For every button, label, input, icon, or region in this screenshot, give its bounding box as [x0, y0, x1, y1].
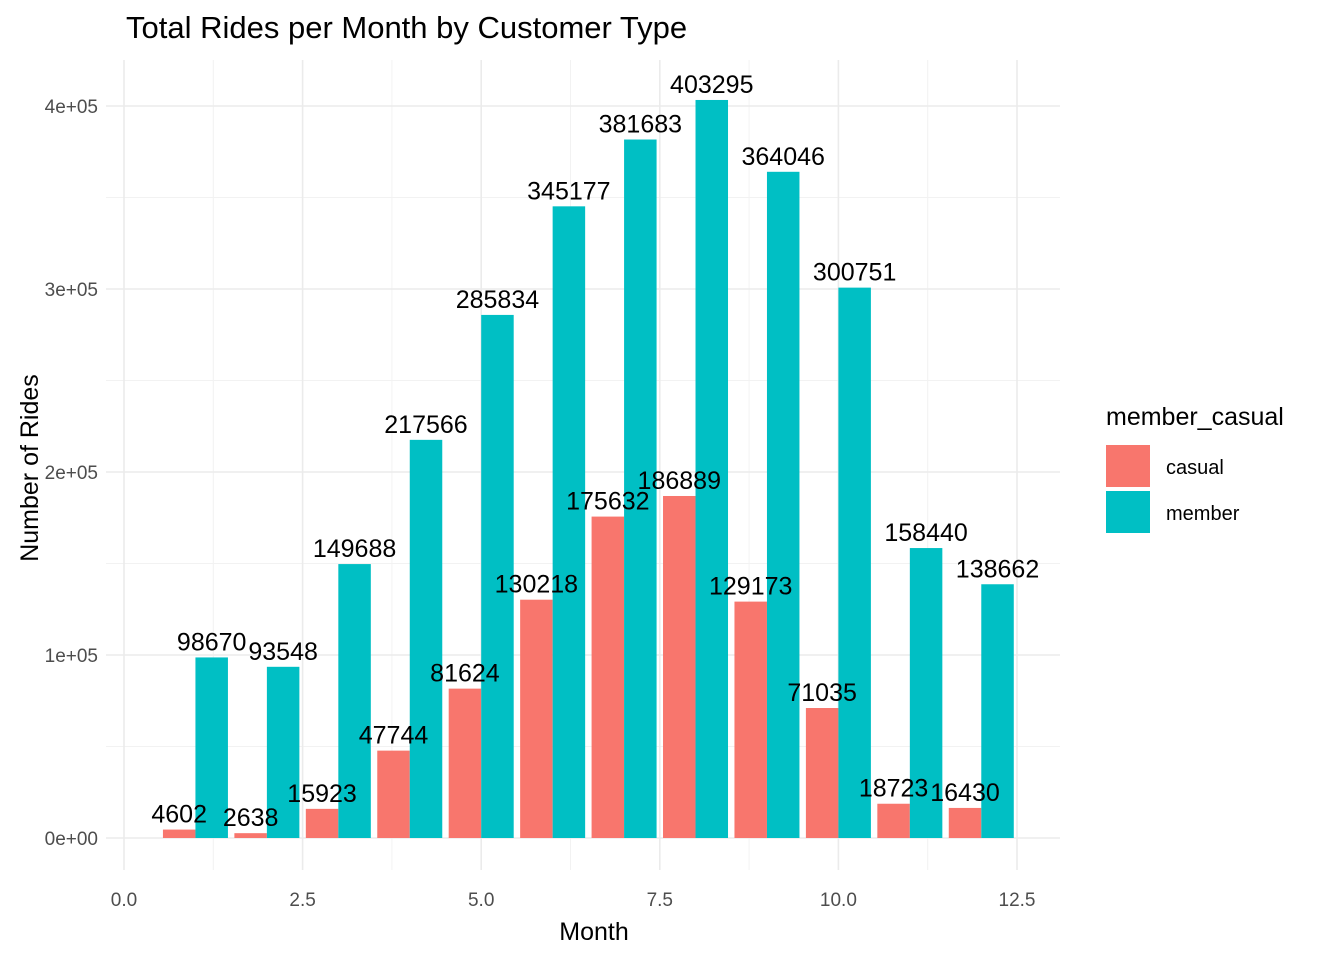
data-label-casual: 2638	[223, 804, 279, 832]
data-label-casual: 16430	[930, 779, 1000, 807]
x-tick-label: 12.5	[999, 890, 1036, 911]
data-label-member: 403295	[670, 71, 753, 99]
x-tick-label: 5.0	[468, 890, 494, 911]
bars	[162, 99, 1014, 839]
bar-member	[266, 666, 300, 838]
x-tick-label: 2.5	[289, 890, 315, 911]
data-label-member: 345177	[527, 177, 610, 205]
data-label-casual: 15923	[287, 780, 357, 808]
x-axis-title: Month	[559, 918, 628, 946]
data-label-casual: 81624	[430, 660, 500, 688]
bar-casual	[448, 688, 482, 838]
x-tick-label: 7.5	[647, 890, 673, 911]
bar-casual	[234, 833, 267, 838]
data-label-member: 98670	[177, 628, 247, 656]
bar-member	[909, 548, 943, 838]
bar-casual	[734, 601, 767, 838]
legend-key-casual	[1106, 445, 1150, 487]
bar-casual	[877, 803, 910, 838]
y-tick-label: 0e+00	[45, 829, 98, 850]
data-label-casual: 71035	[787, 679, 857, 707]
data-label-member: 364046	[741, 143, 824, 171]
bar-member	[195, 657, 228, 838]
data-label-member: 93548	[248, 638, 318, 666]
bar-member	[552, 206, 586, 838]
bar-member	[409, 439, 443, 838]
x-tick-label: 0.0	[111, 890, 137, 911]
bar-member	[981, 584, 1014, 838]
data-label-casual: 129173	[709, 573, 792, 601]
data-label-casual: 47744	[359, 722, 429, 750]
legend-label-member: member	[1166, 503, 1240, 525]
bar-casual	[663, 495, 696, 838]
data-label-member: 158440	[884, 519, 967, 547]
data-labels: 4602 2638 15923 47744 81624 130218 17563218688…	[151, 71, 1039, 832]
bar-member	[838, 287, 871, 838]
y-tick-label: 1e+05	[45, 646, 98, 667]
bar-casual	[948, 807, 982, 838]
bar-member	[695, 99, 729, 839]
bar-member	[766, 171, 800, 839]
bar-member	[338, 564, 371, 838]
data-label-member: 149688	[313, 535, 396, 563]
data-label-casual: 130218	[495, 571, 578, 599]
legend-title: member_casual	[1106, 403, 1284, 431]
bar-casual	[520, 599, 553, 838]
data-label-member: 138662	[956, 555, 1039, 583]
bar-casual	[162, 829, 196, 838]
bar-casual	[377, 750, 410, 838]
data-label-member: 285834	[456, 286, 540, 314]
data-label-member: 300751	[813, 259, 896, 287]
y-tick-label: 4e+05	[45, 97, 98, 118]
legend: member_casual casual member	[1106, 403, 1284, 533]
data-label-member: 381683	[599, 111, 682, 139]
bar-casual	[805, 708, 839, 838]
y-axis-title: Number of Rides	[16, 374, 44, 562]
axes: Month Number of Rides 0.0 2.5 5.0 7.5 10.0 12…	[16, 97, 1035, 946]
y-tick-label: 3e+05	[45, 280, 98, 301]
data-label-member: 217566	[384, 411, 467, 439]
legend-key-member	[1106, 491, 1150, 533]
data-label-casual: 4602	[151, 801, 207, 829]
data-label-casual: 186889	[638, 467, 721, 495]
data-label-casual: 175632	[566, 488, 649, 516]
bar-member	[624, 139, 657, 838]
data-label-casual: 18723	[859, 775, 929, 803]
legend-label-casual: casual	[1166, 457, 1224, 479]
x-tick-label: 10.0	[820, 890, 857, 911]
bar-casual	[591, 516, 625, 838]
bar-casual	[305, 808, 339, 838]
bar-member	[481, 314, 514, 838]
y-tick-label: 2e+05	[45, 463, 98, 484]
chart-title: Total Rides per Month by Customer Type	[126, 10, 688, 45]
